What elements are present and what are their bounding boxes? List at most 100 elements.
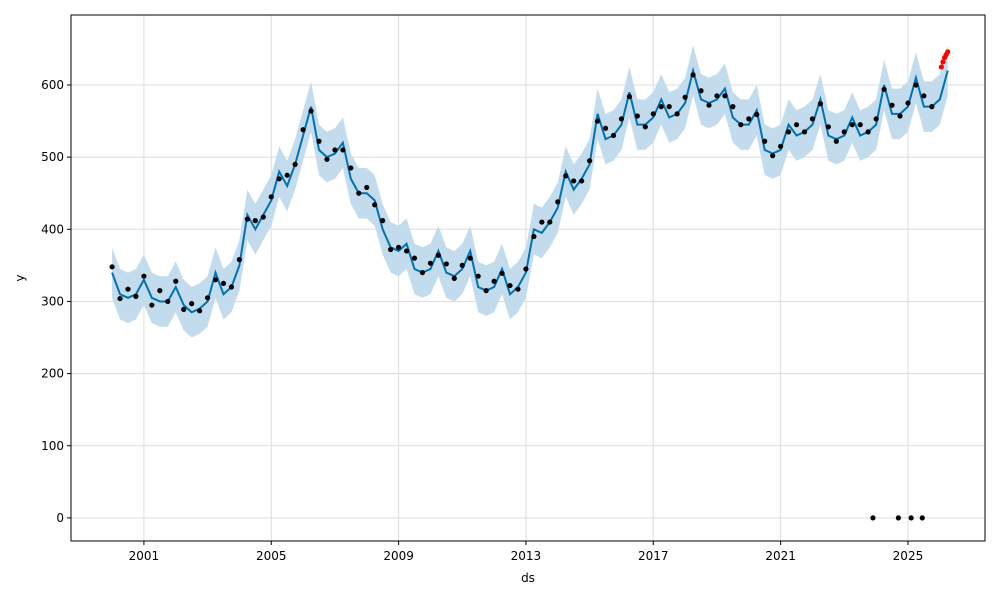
x-tick-label: 2021 — [765, 549, 796, 563]
forecast-line — [111, 66, 949, 314]
data-point — [738, 122, 744, 128]
data-point — [419, 269, 426, 276]
data-point — [523, 266, 529, 272]
data-point — [908, 515, 914, 521]
x-tick-label: 2001 — [129, 549, 160, 563]
data-point — [388, 246, 394, 253]
data-point — [825, 124, 831, 130]
data-point — [650, 111, 656, 117]
data-point — [817, 101, 824, 107]
data-point — [642, 124, 648, 130]
data-point — [380, 218, 386, 224]
data-point — [746, 116, 752, 122]
data-point — [594, 118, 601, 124]
data-point — [499, 270, 505, 276]
y-tick-label: 600 — [41, 78, 64, 92]
data-point — [895, 515, 902, 521]
data-point — [411, 255, 418, 261]
data-point — [793, 122, 800, 128]
data-point — [324, 156, 330, 162]
data-point — [618, 116, 625, 122]
y-tick-label: 100 — [41, 439, 64, 453]
data-point — [938, 64, 944, 70]
data-point — [157, 288, 163, 294]
x-axis-label: ds — [521, 571, 535, 585]
data-point — [929, 104, 935, 110]
data-point — [897, 113, 903, 119]
data-point — [587, 158, 593, 164]
y-tick-label: 400 — [41, 222, 64, 236]
data-point — [212, 277, 219, 283]
y-tick-label: 500 — [41, 150, 64, 164]
data-point — [809, 116, 816, 122]
data-point — [507, 282, 513, 289]
data-point — [228, 284, 235, 290]
data-point — [372, 202, 378, 208]
data-point — [356, 190, 362, 196]
data-point — [881, 86, 887, 92]
data-point — [913, 82, 919, 88]
data-point — [762, 138, 768, 144]
data-point — [674, 111, 680, 117]
data-point — [395, 244, 402, 250]
data-point — [919, 515, 925, 521]
data-point — [515, 286, 521, 292]
data-point — [173, 278, 179, 284]
data-point — [236, 257, 243, 263]
data-point — [197, 308, 203, 314]
data-point — [260, 214, 266, 220]
data-point — [801, 129, 808, 135]
data-point — [778, 143, 784, 149]
data-point — [268, 194, 274, 200]
data-point — [610, 132, 617, 139]
data-point — [658, 104, 664, 110]
data-point — [427, 260, 434, 266]
x-tick-label: 2025 — [893, 549, 924, 563]
data-point — [451, 275, 457, 281]
data-point — [714, 93, 720, 99]
data-point — [945, 49, 951, 55]
data-point — [125, 286, 131, 292]
data-point — [181, 306, 187, 312]
data-point — [348, 165, 354, 171]
data-point — [300, 127, 306, 133]
data-point — [292, 161, 298, 167]
data-point — [682, 94, 688, 100]
data-point — [117, 295, 123, 302]
data-point — [841, 129, 847, 135]
data-point — [403, 248, 410, 254]
data-point — [563, 173, 569, 179]
data-point — [690, 72, 696, 78]
data-point — [857, 122, 863, 128]
data-point — [284, 172, 290, 178]
data-point — [467, 255, 473, 261]
data-point — [833, 138, 839, 144]
data-point — [555, 199, 561, 205]
data-point — [889, 102, 895, 108]
data-point — [364, 184, 370, 191]
data-point — [849, 122, 855, 128]
data-point — [149, 302, 155, 308]
data-point — [491, 278, 497, 284]
data-point — [698, 88, 704, 94]
y-tick-label: 0 — [56, 511, 64, 525]
data-point — [770, 153, 776, 159]
x-tick-label: 2017 — [638, 549, 669, 563]
data-point — [189, 301, 195, 307]
data-point — [220, 280, 227, 287]
data-point — [141, 273, 147, 279]
data-point — [483, 288, 489, 294]
data-point — [579, 178, 585, 184]
plot-frame — [70, 14, 986, 542]
data-point — [133, 293, 139, 299]
data-point — [531, 233, 537, 240]
data-point — [459, 262, 465, 268]
uncertainty-band — [112, 45, 948, 338]
data-point — [435, 252, 441, 258]
data-point — [602, 125, 609, 131]
data-point — [873, 116, 879, 122]
x-tick-label: 2009 — [383, 549, 414, 563]
data-point — [204, 295, 211, 301]
y-tick-label: 300 — [41, 294, 64, 308]
